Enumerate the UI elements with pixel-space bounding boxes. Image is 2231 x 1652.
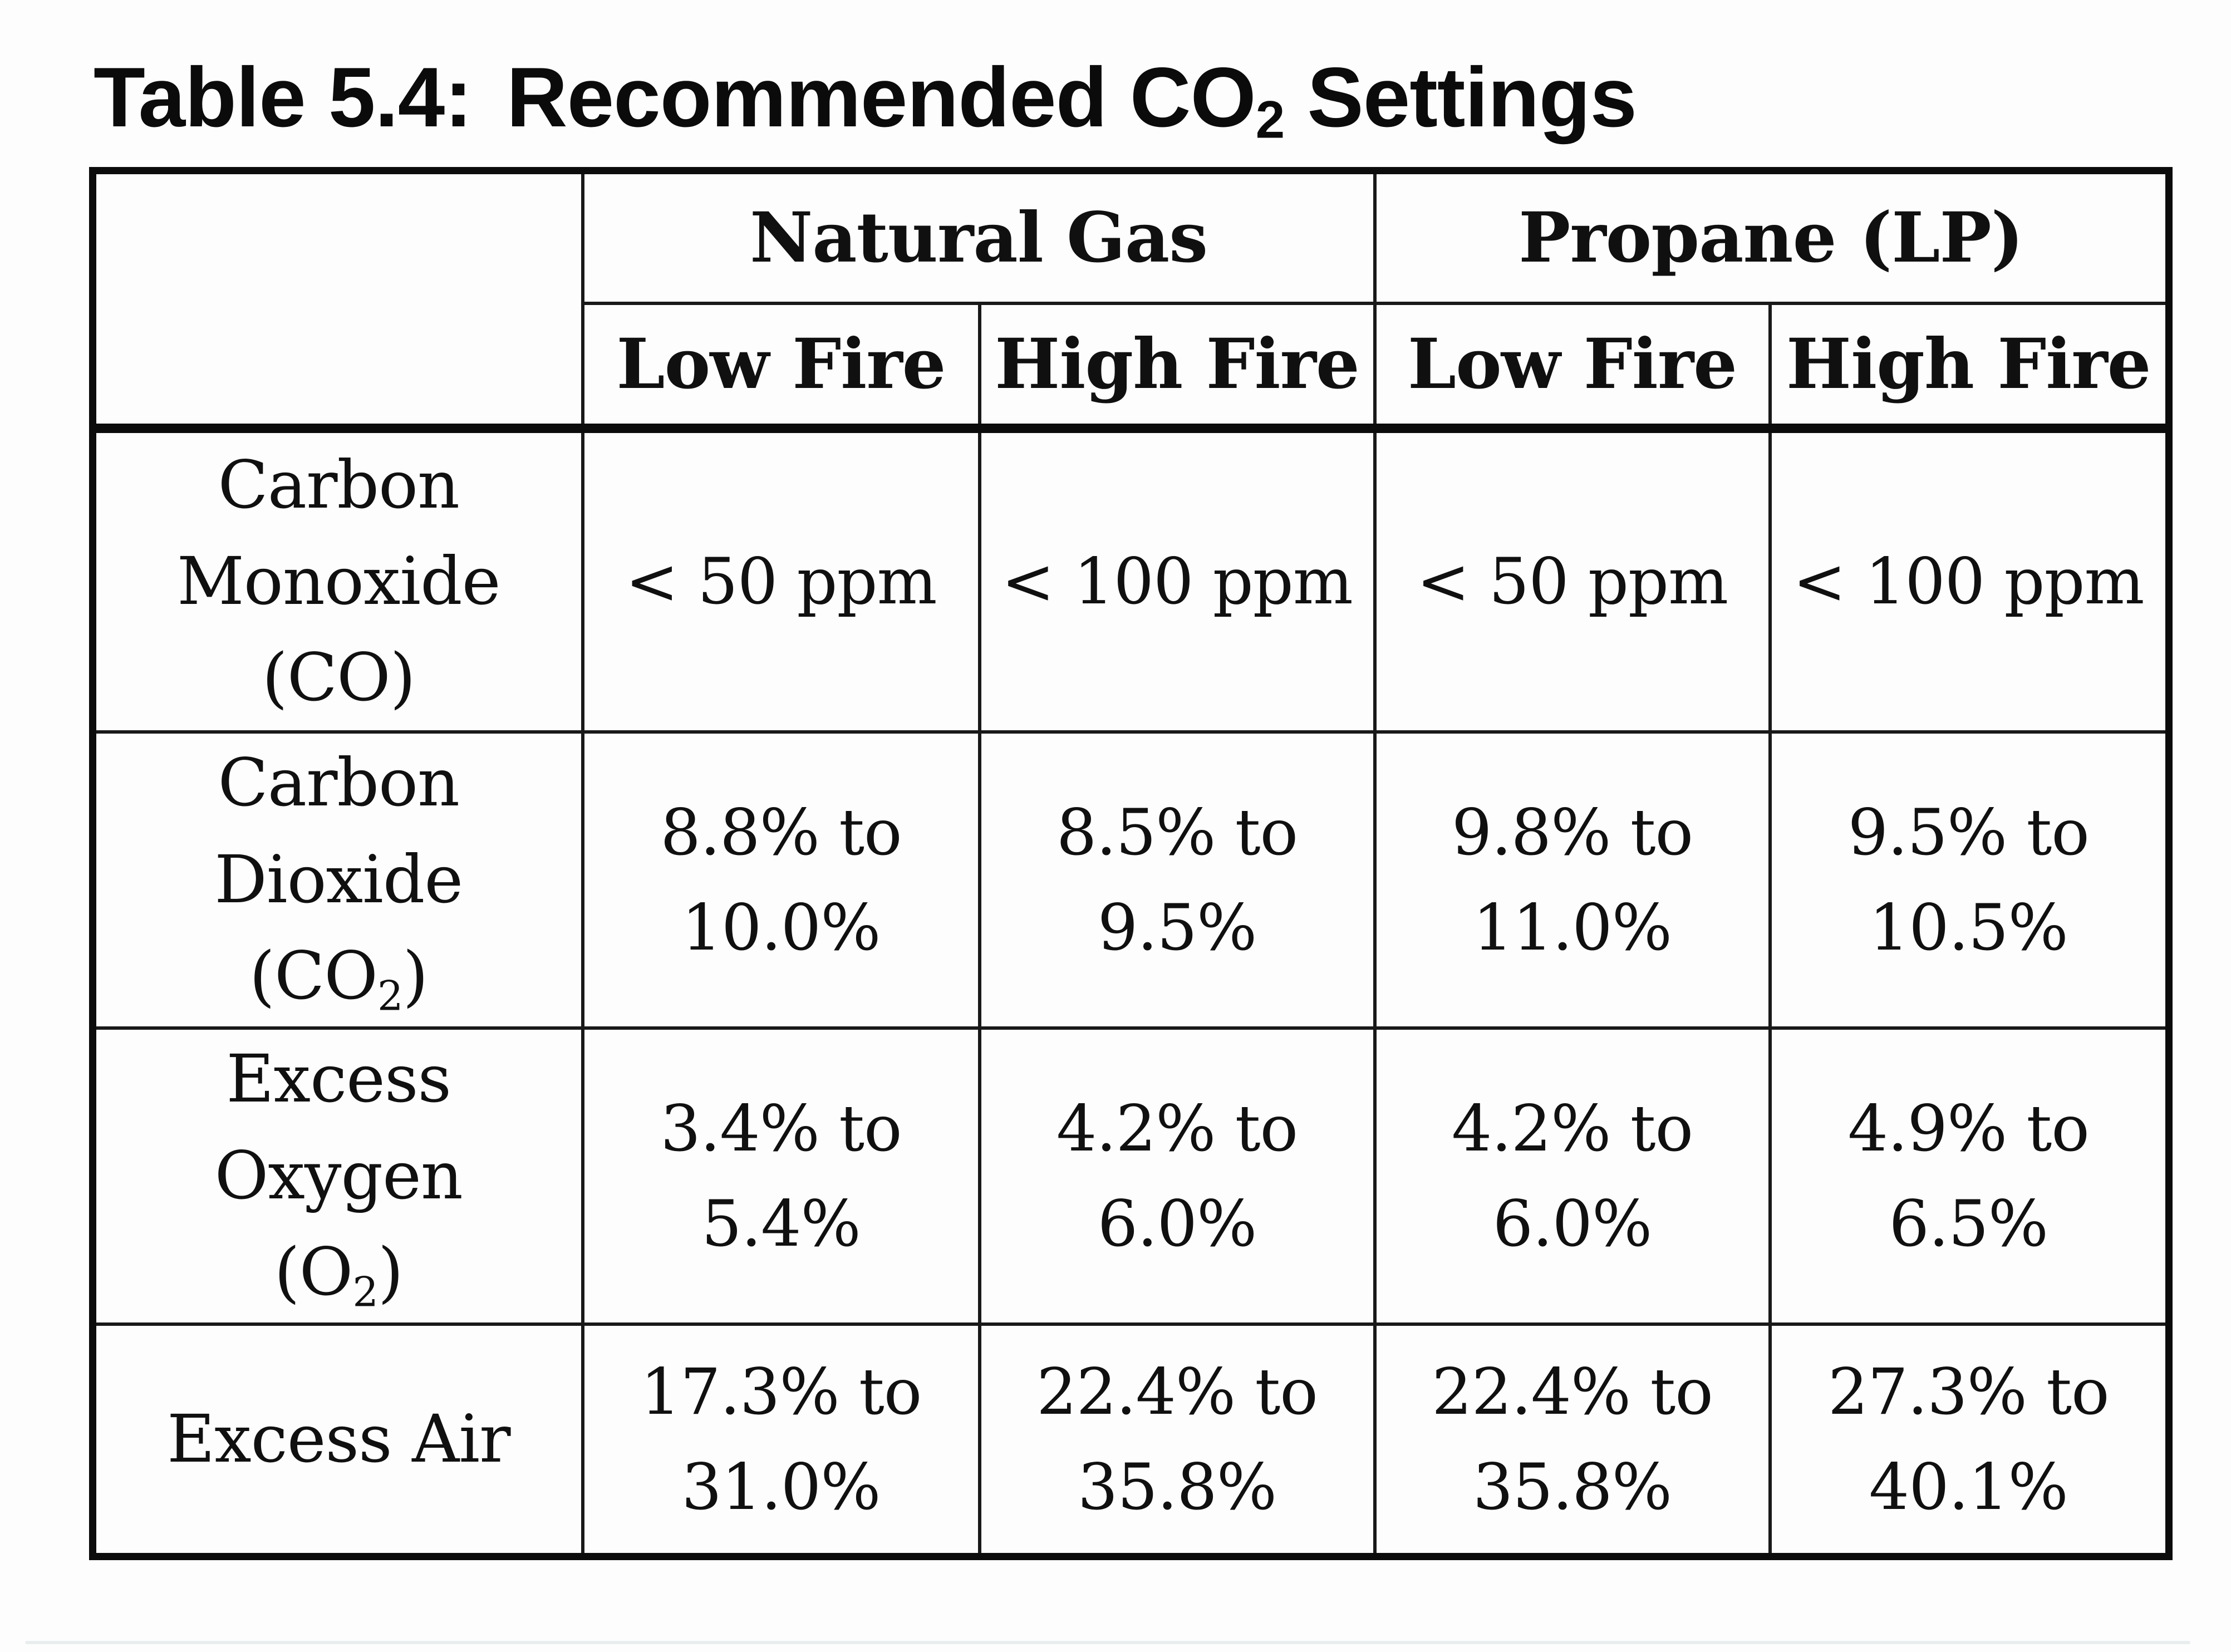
value-co-ng-low: < 50 ppm (581, 426, 981, 734)
value-o2-ng-high: 4.2% to 6.0% (977, 1026, 1377, 1326)
table-row-excess-oxygen: Excess Oxygen (O2) 3.4% to 5.4% 4.2% to … (91, 1026, 2171, 1326)
table-number: Table 5.4: (94, 50, 473, 145)
formula-o2: (O2) (274, 1233, 404, 1316)
table-row-excess-air: Excess Air 17.3% to 31.0% 22.4% to 35.8%… (91, 1322, 2171, 1558)
table-row-carbon-dioxide: Carbon Dioxide (CO2) 8.8% to 10.0% 8.5% … (91, 730, 2171, 1030)
formula-co2: (CO2) (249, 937, 429, 1020)
value-air-ng-high: 22.4% to 35.8% (977, 1322, 1377, 1558)
value-co2-ng-high: 8.5% to 9.5% (977, 730, 1377, 1030)
sub-header-row: Low Fire High Fire Low Fire High Fire (93, 301, 2171, 433)
value-co2-ng-low: 8.8% to 10.0% (581, 730, 981, 1030)
group-header-propane-lp: Propane (LP) (1373, 169, 2171, 305)
scan-artifact-line (25, 1641, 2190, 1644)
value-co-lp-low: < 50 ppm (1373, 426, 1772, 734)
row-label-excess-air: Excess Air (91, 1322, 584, 1558)
page-title: Table 5.4: Recommended CO2 Settings (94, 50, 1637, 149)
value-co-ng-high: < 100 ppm (977, 426, 1377, 734)
title-text: Recommended CO2 Settings (506, 50, 1637, 149)
value-co2-lp-high: 9.5% to 10.5% (1768, 730, 2171, 1030)
row-label-carbon-dioxide: Carbon Dioxide (CO2) (91, 730, 584, 1030)
formula-co: (CO) (262, 639, 416, 716)
group-header-row: Natural Gas Propane (LP) (91, 169, 2171, 433)
co2-settings-table: Natural Gas Propane (LP) Low Fire High F… (89, 167, 2173, 1560)
value-co2-lp-low: 9.8% to 11.0% (1373, 730, 1772, 1030)
subheader-ng-high-fire: High Fire (977, 301, 1377, 433)
value-air-lp-low: 22.4% to 35.8% (1373, 1322, 1772, 1558)
subheader-lp-high-fire: High Fire (1768, 301, 2171, 433)
value-o2-ng-low: 3.4% to 5.4% (581, 1026, 981, 1326)
row-label-excess-oxygen: Excess Oxygen (O2) (91, 1026, 584, 1326)
value-air-ng-low: 17.3% to 31.0% (581, 1322, 981, 1558)
table-row-carbon-monoxide: Carbon Monoxide (CO) < 50 ppm < 100 ppm … (91, 426, 2171, 734)
row-label-carbon-monoxide: Carbon Monoxide (CO) (91, 426, 584, 734)
value-o2-lp-low: 4.2% to 6.0% (1373, 1026, 1772, 1326)
value-co-lp-high: < 100 ppm (1768, 426, 2171, 734)
value-o2-lp-high: 4.9% to 6.5% (1768, 1026, 2171, 1326)
subheader-ng-low-fire: Low Fire (581, 301, 981, 433)
subheader-lp-low-fire: Low Fire (1373, 301, 1772, 433)
corner-cell (91, 169, 584, 433)
group-header-natural-gas: Natural Gas (581, 169, 1377, 305)
value-air-lp-high: 27.3% to 40.1% (1768, 1322, 2171, 1558)
title-subscript: 2 (1255, 90, 1285, 149)
